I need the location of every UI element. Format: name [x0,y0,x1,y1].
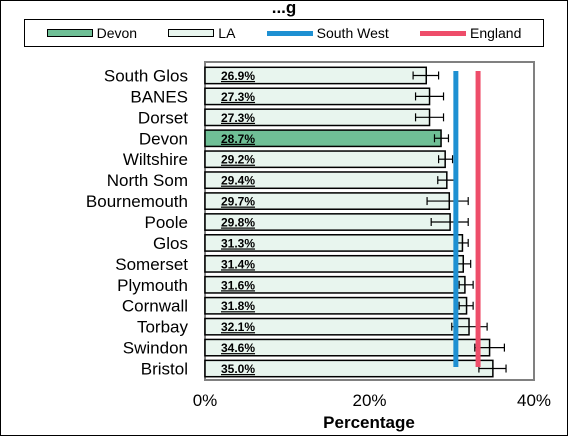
value-label-bristol: 35.0% [221,362,255,376]
legend-swatch-south-west [266,30,313,36]
category-label-devon: Devon [139,129,188,148]
value-label-dorset: 27.3% [221,111,255,125]
legend-label-la: LA [218,25,236,41]
category-label-bristol: Bristol [141,360,188,379]
legend-label-england: England [469,25,522,41]
value-label-devon: 28.7% [221,132,255,146]
category-label-banes: BANES [130,87,188,106]
category-label-swindon: Swindon [123,339,188,358]
legend-label-devon: Devon [96,25,138,41]
chart-title: ...g [272,0,297,17]
category-label-glos: Glos [153,234,188,253]
x-tick-label-2: 40% [517,391,551,410]
legend-swatch-england [419,30,466,36]
x-tick-label-1: 20% [352,391,386,410]
legend-swatch-la [168,29,215,37]
value-label-bournemouth: 29.7% [221,195,255,209]
x-axis-title: Percentage [323,413,415,432]
legend-item-la: LA [168,25,235,41]
legend-item-south-west: South West [266,25,389,41]
bars-group: 26.9% 27.3% 27.3% 28.7% 29.2% 29.4% 29.7% 29.8%… [204,66,507,378]
category-label-poole: Poole [145,213,188,232]
category-label-north-som: North Som [107,171,188,190]
value-label-wiltshire: 29.2% [221,153,255,167]
x-ticks-group: 0% 20% 40% [193,391,551,410]
category-label-bournemouth: Bournemouth [86,192,188,211]
category-label-dorset: Dorset [138,108,188,127]
value-label-torbay: 32.1% [221,320,255,334]
x-tick-label-0: 0% [193,391,218,410]
category-label-cornwall: Cornwall [122,297,188,316]
chart-legend: Devon LA South West England [24,19,544,47]
value-label-somerset: 31.4% [221,257,255,271]
value-label-plymouth: 31.6% [221,278,255,292]
category-label-wiltshire: Wiltshire [123,150,188,169]
value-label-cornwall: 31.8% [221,299,255,313]
value-label-south-glos: 26.9% [221,69,255,83]
category-label-somerset: Somerset [115,255,188,274]
category-label-south-glos: South Glos [104,66,188,85]
legend-item-england: England [419,25,522,41]
category-label-plymouth: Plymouth [117,276,188,295]
reference-lines-group [453,71,481,367]
legend-item-devon: Devon [46,25,138,41]
value-label-north-som: 29.4% [221,174,255,188]
legend-swatch-devon [46,29,93,37]
category-labels-group: South Glos BANES Dorset Devon Wiltshire North… [86,66,189,378]
value-label-banes: 27.3% [221,90,255,104]
value-label-poole: 29.8% [221,216,255,230]
legend-label-south-west: South West [316,25,389,41]
category-label-torbay: Torbay [137,318,189,337]
value-label-glos: 31.3% [221,236,255,250]
value-label-swindon: 34.6% [221,341,255,355]
